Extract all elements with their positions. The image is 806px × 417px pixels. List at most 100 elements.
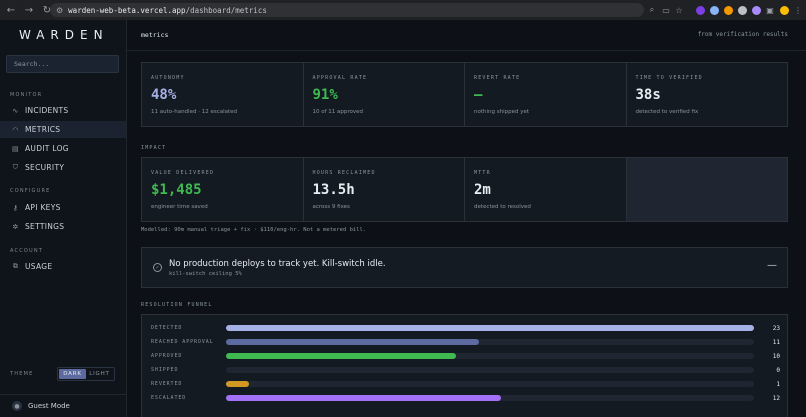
funnel-row-count: 23 xyxy=(772,324,780,332)
sidebar-item-label: SECURITY xyxy=(25,163,65,172)
section-label-monitor: MONITOR xyxy=(10,92,43,98)
sidebar-item-label: AUDIT LOG xyxy=(25,144,69,153)
stat-value: — xyxy=(474,87,483,103)
funnel-bar xyxy=(226,339,479,345)
funnel-row-count: 11 xyxy=(772,338,780,346)
sidebar-item-settings[interactable]: ✲ SETTINGS xyxy=(0,218,126,235)
site-info-icon[interactable]: ⚙ xyxy=(56,5,64,15)
stat-label: VALUE DELIVERED xyxy=(151,170,215,176)
impact-footnote: Modelled: 90m manual triage + fix · $110… xyxy=(141,227,367,233)
sidebar-item-incidents[interactable]: ∿ INCIDENTS xyxy=(0,102,126,119)
funnel-track xyxy=(226,353,754,359)
cast-icon[interactable]: ▭ xyxy=(662,5,670,15)
sidebar-item-security[interactable]: ⛉ SECURITY xyxy=(0,159,126,176)
sidebar-item-audit-log[interactable]: ▤ AUDIT LOG xyxy=(0,140,126,157)
forward-icon[interactable]: → xyxy=(24,4,34,16)
extension-icon[interactable] xyxy=(696,5,705,15)
extension-icon[interactable] xyxy=(724,5,733,15)
stat-label: AUTONOMY xyxy=(151,75,185,81)
profile-avatar[interactable] xyxy=(780,5,789,15)
funnel-row-name: REACHED APPROVAL xyxy=(151,339,214,345)
stat-sub: detected to resolved xyxy=(474,204,531,210)
stat-card-approval-rate: APPROVAL RATE 91% 10 of 11 approved xyxy=(304,63,465,126)
funnel-row: SHIPPED 0 xyxy=(142,365,789,375)
gauge-icon: ◠ xyxy=(12,125,19,134)
layers-icon: ⧉ xyxy=(12,262,19,270)
stat-label: REVERT RATE xyxy=(474,75,521,81)
stat-card-revert-rate: REVERT RATE — nothing shipped yet xyxy=(465,63,627,126)
funnel-row-name: SHIPPED xyxy=(151,367,179,373)
funnel-bar xyxy=(226,381,249,387)
gear-icon: ✲ xyxy=(12,222,19,231)
bookmark-star-icon[interactable]: ☆ xyxy=(675,5,683,15)
guest-label: Guest Mode xyxy=(28,402,70,410)
collapse-icon[interactable]: — xyxy=(767,260,777,271)
extension-icon[interactable] xyxy=(752,5,761,15)
funnel-track xyxy=(226,395,754,401)
theme-dark-button[interactable]: DARK xyxy=(59,369,86,379)
reload-icon[interactable]: ↻ xyxy=(42,4,52,16)
sidebar-item-usage[interactable]: ⧉ USAGE xyxy=(0,258,126,275)
funnel-bar xyxy=(226,325,754,331)
search-input[interactable]: Search... xyxy=(6,55,119,73)
sidebar-item-label: API KEYS xyxy=(25,203,61,212)
section-label-configure: CONFIGURE xyxy=(10,188,51,194)
address-bar[interactable]: ⚙ warden-web-beta.vercel.app/dashboard/m… xyxy=(50,3,644,17)
impact-card-value-delivered: VALUE DELIVERED $1,485 engineer time sav… xyxy=(142,158,304,221)
funnel-row: DETECTED 23 xyxy=(142,323,789,333)
section-label-account: ACCOUNT xyxy=(10,248,44,254)
impact-card-hours-reclaimed: HOURS RECLAIMED 13.5h across 9 fixes xyxy=(304,158,465,221)
resolution-funnel: DETECTED 23 REACHED APPROVAL 11 APPROVED… xyxy=(141,314,788,417)
stat-sub: engineer time saved xyxy=(151,204,208,210)
url-host: warden-web-beta.vercel.app xyxy=(68,5,186,15)
impact-card-empty xyxy=(626,158,787,221)
stat-sub: 11 auto-handled · 12 escalated xyxy=(151,109,238,115)
back-icon[interactable]: ← xyxy=(6,4,16,16)
theme-label: THEME xyxy=(10,371,34,377)
funnel-row-count: 12 xyxy=(772,394,780,402)
funnel-row: ESCALATED 12 xyxy=(142,393,789,403)
funnel-label: RESOLUTION FUNNEL xyxy=(141,302,213,308)
kebab-menu-icon[interactable]: ⋮ xyxy=(794,5,802,15)
search-icon[interactable]: ⌕ xyxy=(649,5,655,14)
stat-value: 2m xyxy=(474,182,491,198)
sidebar-item-api-keys[interactable]: ⚷ API KEYS xyxy=(0,199,126,216)
stat-value: 48% xyxy=(151,87,177,103)
check-circle-icon: ✓ xyxy=(153,263,162,272)
stats-row: AUTONOMY 48% 11 auto-handled · 12 escala… xyxy=(141,62,788,127)
sidebar-item-label: USAGE xyxy=(25,262,53,271)
extension-icon[interactable] xyxy=(710,5,719,15)
document-icon: ▤ xyxy=(12,144,19,153)
funnel-track xyxy=(226,325,754,331)
stat-value: $1,485 xyxy=(151,182,202,198)
stat-label: TIME TO VERIFIED xyxy=(635,75,703,81)
sidebar-item-metrics[interactable]: ◠ METRICS xyxy=(0,121,126,138)
app-logo[interactable]: WARDEN xyxy=(19,28,109,42)
url-text: warden-web-beta.vercel.app/dashboard/met… xyxy=(68,6,267,15)
pulse-icon: ∿ xyxy=(12,106,19,115)
funnel-row-name: ESCALATED xyxy=(151,395,187,401)
theme-light-button[interactable]: LIGHT xyxy=(89,371,110,377)
funnel-row-name: APPROVED xyxy=(151,353,183,359)
funnel-track xyxy=(226,367,754,373)
funnel-row-count: 0 xyxy=(776,366,780,374)
puzzle-icon[interactable]: ▣ xyxy=(766,5,774,15)
funnel-row: REACHED APPROVAL 11 xyxy=(142,337,789,347)
banner-title: No production deploys to track yet. Kill… xyxy=(169,259,386,269)
funnel-row-count: 1 xyxy=(776,380,780,388)
stat-value: 13.5h xyxy=(312,182,355,198)
stat-value: 38s xyxy=(635,87,661,103)
stat-card-time-to-verified: TIME TO VERIFIED 38s detected to verifie… xyxy=(627,63,788,126)
sidebar-item-label: SETTINGS xyxy=(25,222,65,231)
impact-card-mttr: MTTR 2m detected to resolved xyxy=(465,158,627,221)
theme-toggle: DARK LIGHT xyxy=(57,367,115,381)
main-content: metrics from verification results AUTONO… xyxy=(127,20,806,417)
stat-label: APPROVAL RATE xyxy=(312,75,368,81)
guest-mode-button[interactable]: ● Guest Mode xyxy=(0,394,126,417)
stat-label: HOURS RECLAIMED xyxy=(312,170,376,176)
funnel-row: REVERTED 1 xyxy=(142,379,789,389)
funnel-row-name: DETECTED xyxy=(151,325,183,331)
banner-sub: kill-switch ceiling 5% xyxy=(169,271,242,277)
stat-sub: detected to verified fix xyxy=(635,109,699,115)
extension-icon[interactable] xyxy=(738,5,747,15)
